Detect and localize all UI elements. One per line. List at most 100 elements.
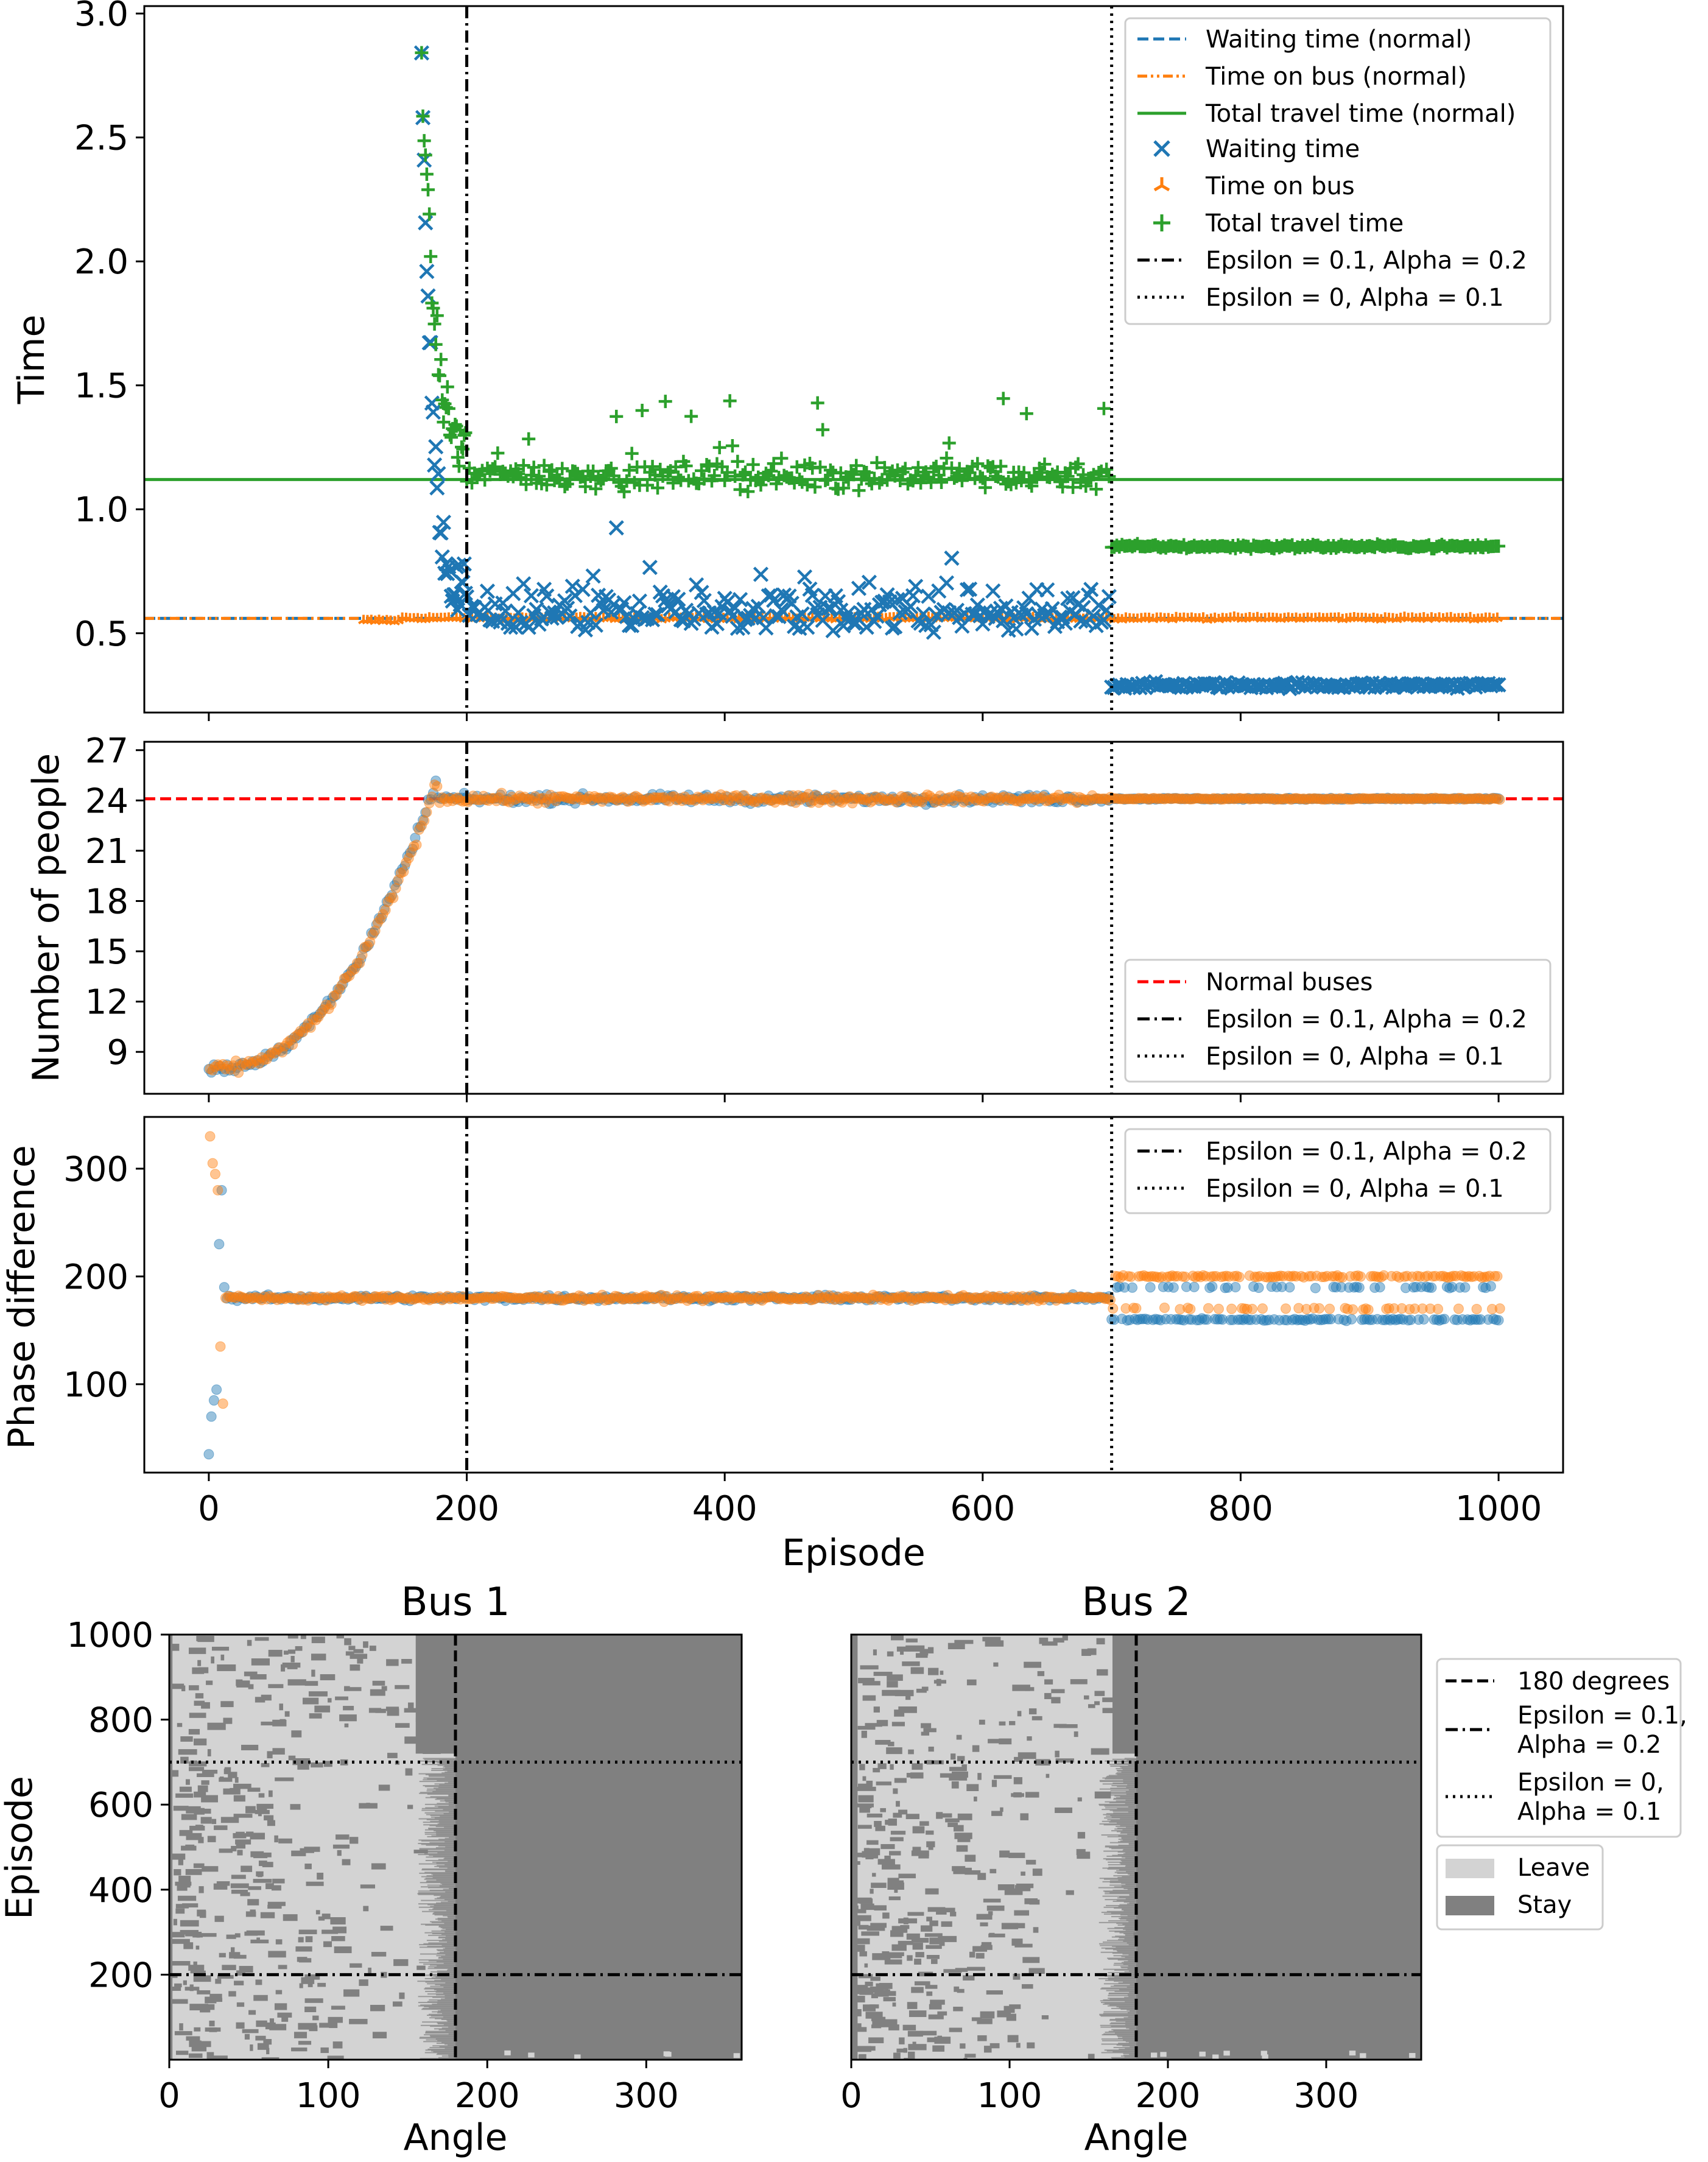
stay-cell [856, 2009, 862, 2016]
stay-cell [250, 1909, 256, 1916]
heat-xtick-label: 200 [1136, 2076, 1201, 2116]
total-time-point [935, 476, 949, 490]
time-panel: 0.51.01.52.02.53.0 Time Waiting time (no… [10, 0, 1564, 721]
phase-xtick-label: 200 [434, 1489, 499, 1529]
stay-cell [908, 2010, 927, 2017]
total-time-point [991, 470, 1005, 484]
bus2-people-point [349, 963, 360, 974]
stay-cell [927, 1667, 939, 1675]
bus2-people-point [403, 853, 414, 864]
stay-cell [910, 1772, 924, 1779]
heat-ytick-label: 1000 [66, 1616, 153, 1655]
stay-cell [1006, 2013, 1016, 2021]
total-time-point [702, 459, 716, 473]
stay-cell [886, 1747, 902, 1755]
legend-stay: Stay [1517, 1891, 1572, 1919]
stay-cell [927, 1647, 934, 1653]
bus2-people-point [816, 795, 827, 806]
stay-cell [1014, 1885, 1031, 1892]
stay-cell [983, 2046, 992, 2053]
stay-cell [404, 1708, 423, 1713]
stay-cell [303, 1697, 319, 1705]
heat-xtick-label: 0 [840, 2076, 862, 2116]
bus1-phase-point [1346, 1314, 1357, 1325]
bus2-phase-point [248, 1292, 259, 1303]
bus1-phase-point [1336, 1282, 1347, 1293]
stay-cell [926, 1991, 933, 1996]
stay-cell [870, 1986, 884, 1993]
bus2-phase-point [210, 1169, 220, 1180]
stay-cell [322, 1929, 339, 1934]
stay-cell [1028, 1968, 1045, 1974]
total-time-point [610, 409, 624, 423]
total-time-point [718, 473, 732, 487]
stay-cell [193, 1961, 197, 1969]
stay-cell [255, 2035, 266, 2041]
stay-cell [899, 2037, 905, 2044]
bus2-people-point [1332, 794, 1343, 805]
stay-cell [255, 1697, 265, 1703]
bus2-people-point [1239, 793, 1250, 804]
stay-cell [965, 1854, 976, 1862]
bus2-people-point [504, 797, 515, 808]
phase-scatter-points [203, 1131, 1505, 1460]
stay-cell [930, 1999, 945, 2005]
stay-cell [1008, 1853, 1025, 1858]
stay-cell [894, 1689, 914, 1697]
heat-ytick-label: 800 [88, 1701, 153, 1741]
total-time-point [1061, 470, 1075, 484]
phase-xticks: 0 200 400 600 800 1000 [198, 1473, 1542, 1529]
bus2-phase-point [767, 1291, 778, 1301]
total-time-point [973, 470, 987, 484]
stay-cell [1051, 1689, 1065, 1694]
stay-cell [972, 1946, 988, 1952]
stay-cell [248, 2010, 256, 2015]
stay-cell [380, 1926, 393, 1931]
stay-cell [887, 1651, 894, 1657]
stay-cell [186, 2036, 200, 2041]
stay-cell [331, 2005, 345, 2010]
waiting-time-point [427, 457, 443, 473]
stay-cell [905, 1638, 918, 1643]
stay-cell [228, 1991, 236, 1997]
stay-cell [977, 1773, 982, 1780]
stay-cell [183, 1980, 187, 1985]
bus2-people-point [326, 999, 337, 1010]
stay-cell [323, 1941, 332, 1948]
stay-cell [371, 1952, 387, 1957]
total-time-point [418, 148, 432, 162]
bus2-xlabel: Angle [1084, 2116, 1189, 2159]
legend-heat-eps01-b: Alpha = 0.2 [1517, 1731, 1661, 1759]
stay-cell [869, 2004, 879, 2009]
stay-cell [1077, 1832, 1086, 1839]
bus1-phase-point [1408, 1282, 1419, 1293]
bus1-phase-point [1168, 1282, 1179, 1293]
phase-ylabel: Phase difference [1, 1145, 43, 1449]
stay-cell [1039, 1637, 1049, 1644]
stay-cell [1012, 1685, 1030, 1691]
stay-cell [1055, 1807, 1072, 1813]
bus2-phase-point [215, 1341, 226, 1352]
bus2-phase-point [705, 1291, 716, 1301]
stay-cell [247, 1639, 252, 1646]
bus2-people-point [1494, 794, 1505, 805]
stay-cell [1088, 1704, 1095, 1708]
stay-cell [921, 1731, 930, 1736]
bus2-people-point [424, 798, 435, 809]
stay-cell [928, 1746, 934, 1752]
stay-cell [893, 2052, 901, 2059]
waiting-time-point [456, 556, 472, 572]
bus2-people-point [764, 795, 775, 806]
bus2-people-point [1425, 793, 1436, 804]
stay-cell [304, 2006, 317, 2012]
bus2-phase-point [1159, 1302, 1170, 1313]
stay-cell [1083, 1695, 1089, 1700]
waiting-time-point [521, 619, 536, 635]
bus2-people-point [1079, 794, 1090, 805]
bus2-people-point [591, 792, 602, 803]
stay-cell [350, 1837, 359, 1844]
stay-cell [855, 1861, 860, 1865]
bus2-people-point [375, 914, 386, 924]
bus2-people-point [398, 866, 409, 877]
